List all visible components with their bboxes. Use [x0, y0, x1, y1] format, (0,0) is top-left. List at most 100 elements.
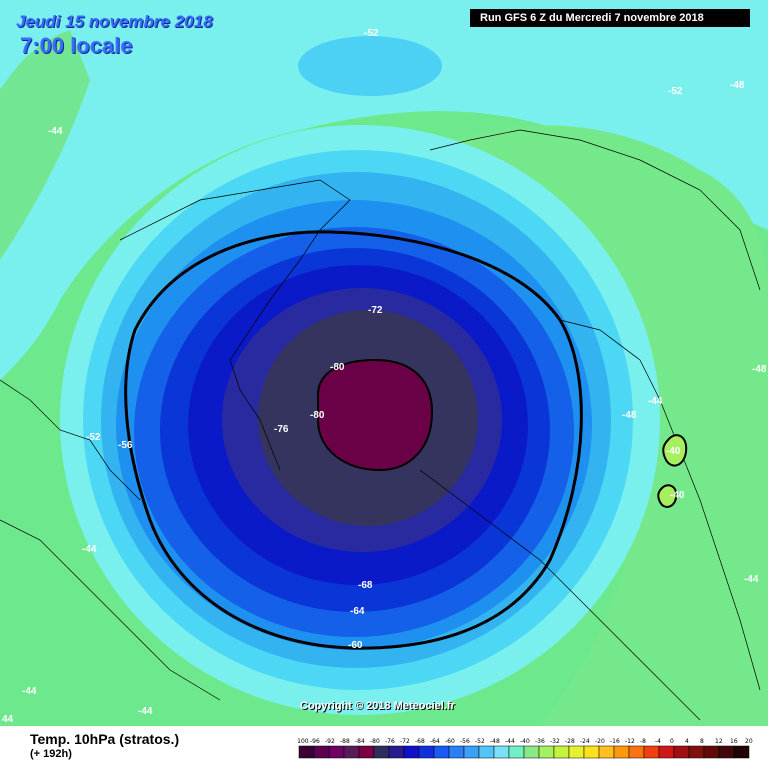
legend-label: -32: [550, 738, 560, 745]
legend-label: -12: [625, 738, 635, 745]
legend-label: -88: [340, 738, 350, 745]
legend-swatch: [433, 745, 450, 759]
legend-label: -100: [297, 738, 309, 745]
color-legend: -100-96-92-88-84-80-76-72-68-64-60-56-52…: [297, 738, 753, 759]
contour-label: -44: [744, 574, 759, 585]
coastline-america: [119, 179, 351, 471]
legend-swatch: [373, 745, 390, 759]
vortex-core: [317, 358, 434, 472]
legend-label: -64: [430, 738, 440, 745]
run-info: Run GFS 6 Z du Mercredi 7 novembre 2018: [470, 9, 750, 27]
forecast-time: 7:00 locale: [20, 33, 133, 58]
contour-label: -44: [22, 686, 37, 697]
legend-label: -92: [325, 738, 335, 745]
contour-60: [124, 230, 583, 650]
legend-label: -16: [610, 738, 620, 745]
cyan-region: [0, 0, 768, 380]
contour-label: -40: [670, 490, 685, 501]
contour-label: -72: [368, 305, 383, 316]
legend-swatch: [418, 745, 435, 759]
contour-label: -44: [82, 544, 97, 555]
temperature-map: -52 -52 -48 -44 -48 -44 -48 -40 -40 -44 …: [0, 0, 768, 726]
legend-label: -76: [385, 738, 395, 745]
contour-label: -48: [752, 364, 767, 375]
legend-swatch: [613, 745, 630, 759]
contour-label: -44: [648, 396, 663, 407]
legend-label: 4: [685, 738, 689, 745]
legend-label: -4: [655, 738, 661, 745]
forecast-offset: (+ 192h): [30, 748, 72, 760]
legend-label: -24: [580, 738, 590, 745]
legend-label: 0: [670, 738, 674, 745]
legend-label: -96: [310, 738, 320, 745]
legend-swatch: [313, 745, 330, 759]
legend-swatch: [358, 745, 375, 759]
legend-swatch: [508, 745, 525, 759]
legend-label: -80: [370, 738, 380, 745]
contour-label: -80: [330, 362, 345, 373]
contour-label: 44: [2, 714, 14, 725]
contour-label: -80: [310, 410, 325, 421]
legend-swatch: [598, 745, 615, 759]
contour-label: -52: [668, 86, 683, 97]
warm-blob-1: [662, 434, 688, 467]
legend-swatch: [628, 745, 645, 759]
legend-swatch: [388, 745, 405, 759]
contour-label: -52: [86, 432, 101, 443]
coastline-west: [0, 379, 221, 701]
contour-label: -64: [350, 606, 365, 617]
legend-label: -60: [445, 738, 455, 745]
legend-label: -56: [460, 738, 470, 745]
legend-swatch: [568, 745, 585, 759]
cold-cap-top: [298, 36, 442, 96]
legend-swatch: [493, 745, 510, 759]
contour-label: -44: [48, 126, 63, 137]
legend-swatch: [733, 745, 750, 759]
legend-swatch: [658, 745, 675, 759]
legend-swatch: [583, 745, 600, 759]
legend-swatch: [478, 745, 495, 759]
legend-label: -36: [535, 738, 545, 745]
green-region-right: [430, 125, 768, 726]
legend-label: -68: [415, 738, 425, 745]
contour-label: -40: [666, 446, 681, 457]
legend-swatch: [523, 745, 540, 759]
contour-label: -68: [358, 580, 373, 591]
legend-label: 20: [745, 738, 753, 745]
forecast-date: Jeudi 15 novembre 2018: [16, 12, 213, 31]
contour-label: -48: [622, 410, 637, 421]
legend-label: -48: [490, 738, 500, 745]
coastline-asia: [419, 469, 701, 721]
legend-label: -44: [505, 738, 515, 745]
contour-label: -60: [348, 640, 363, 651]
legend-swatch: [328, 745, 345, 759]
contour-label: -76: [274, 424, 289, 435]
legend-swatch: [343, 745, 360, 759]
legend-swatch: [718, 745, 735, 759]
copyright: Copyright © 2018 Meteociel.fr: [300, 700, 455, 712]
legend-swatch: [688, 745, 705, 759]
legend-swatch: [643, 745, 660, 759]
legend-label: 12: [715, 738, 723, 745]
legend-label: -8: [640, 738, 646, 745]
legend-label: -84: [355, 738, 365, 745]
legend-swatch: [553, 745, 570, 759]
contour-label: -52: [364, 28, 379, 39]
legend-swatch: [538, 745, 555, 759]
legend-swatch: [298, 745, 315, 759]
warm-blob-2: [657, 484, 678, 508]
legend-swatch: [403, 745, 420, 759]
legend-label: -40: [520, 738, 530, 745]
legend-swatch: [703, 745, 720, 759]
map-title: Temp. 10hPa (stratos.): [30, 731, 180, 747]
green-region-topleft: [0, 30, 90, 260]
legend-label: -20: [595, 738, 605, 745]
contour-label: -56: [118, 440, 133, 451]
legend-label: 16: [730, 738, 738, 745]
legend-label: -72: [400, 738, 410, 745]
contour-label: -44: [138, 706, 153, 717]
legend-label: -28: [565, 738, 575, 745]
legend-swatch: [463, 745, 480, 759]
legend-label: 8: [700, 738, 704, 745]
